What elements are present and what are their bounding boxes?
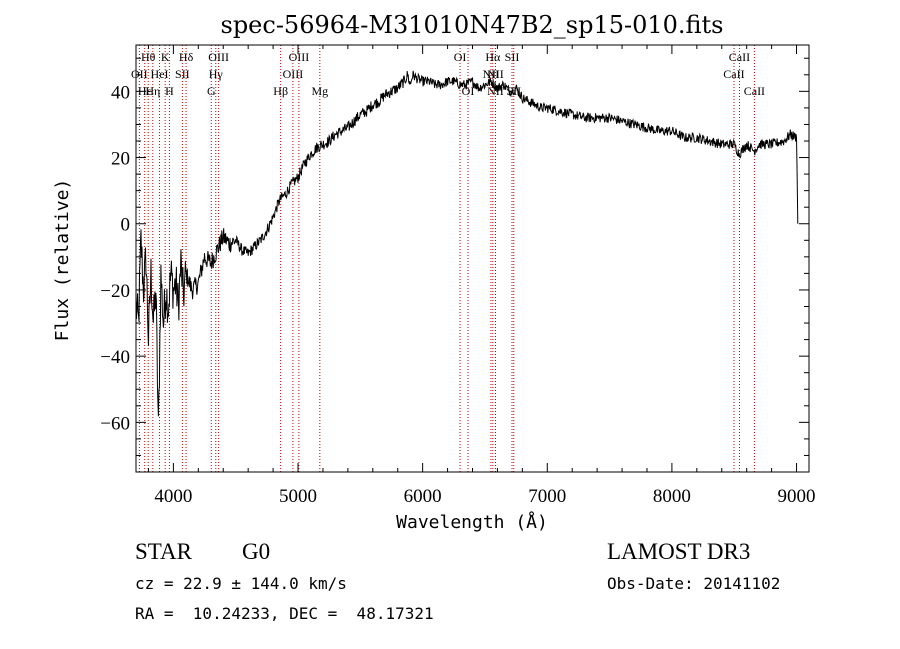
emission-line-labels: Hθ K Hδ OIII OIII OI Hα SII CaII OII HeI SII Hγ OIII N…	[131, 50, 765, 98]
redshift-readout: cz = 22.9 ± 144.0 km/s	[135, 574, 347, 593]
x-tick-label: 9000	[778, 486, 816, 507]
object-class: STAR	[135, 539, 192, 564]
emission-label: CaII	[729, 50, 750, 64]
emission-label: Hγ	[209, 67, 224, 81]
emission-label: Hθ	[141, 50, 156, 64]
emission-label: H	[165, 84, 174, 98]
coordinates: RA = 10.24233, DEC = 48.17321	[135, 604, 434, 623]
emission-label: Hη	[145, 84, 160, 98]
emission-label: SII	[505, 50, 520, 64]
x-tick-label: 4000	[154, 486, 192, 507]
obs-date: Obs-Date: 20141102	[607, 574, 781, 593]
spectral-subclass: G0	[242, 539, 271, 564]
flux-line	[135, 70, 799, 417]
x-tick-label: 7000	[528, 486, 566, 507]
emission-label: K	[161, 50, 170, 64]
emission-label: SII	[506, 84, 521, 98]
x-tick-label: 8000	[653, 486, 691, 507]
emission-label: CaII	[744, 84, 765, 98]
chart-title: spec-56964-M31010N47B2_sp15-010.fits	[221, 11, 724, 39]
y-tick-label: 0	[121, 215, 131, 236]
emission-label: SII	[175, 67, 190, 81]
y-tick-label: −60	[100, 413, 130, 434]
emission-label: NII	[483, 67, 500, 81]
emission-label: Hα	[485, 50, 501, 64]
emission-label: NII	[487, 67, 504, 81]
emission-label: CaII	[723, 67, 744, 81]
plot-frame	[135, 44, 810, 473]
emission-label: HeI	[151, 67, 169, 81]
x-axis: 4000 5000 6000 7000 8000 9000	[147, 45, 816, 507]
y-tick-label: −40	[100, 347, 130, 368]
emission-label: OII	[131, 67, 148, 81]
emission-label: OIII	[208, 50, 229, 64]
emission-label: Mg	[311, 84, 328, 98]
emission-label: NII	[487, 84, 504, 98]
x-axis-label: Wavelength (Å)	[396, 511, 548, 533]
emission-label: OIII	[283, 67, 304, 81]
emission-label: G	[207, 84, 216, 98]
y-tick-label: 20	[111, 149, 130, 170]
emission-line-markers	[138, 45, 755, 472]
emission-label: OI	[462, 84, 475, 98]
emission-label: OI	[454, 50, 467, 64]
x-tick-label: 5000	[279, 486, 317, 507]
x-tick-label: 6000	[404, 486, 442, 507]
y-tick-label: −20	[100, 281, 130, 302]
y-axis-label: Flux (relative)	[52, 179, 73, 342]
flux-series	[135, 70, 799, 417]
emission-label: OIII	[289, 50, 310, 64]
emission-label: Hε	[138, 84, 152, 98]
y-tick-label: 40	[111, 82, 130, 103]
emission-label: Hδ	[179, 50, 194, 64]
emission-label: Hβ	[273, 84, 288, 98]
y-axis: −60 −40 −20 0 20 40	[100, 57, 809, 456]
survey-name: LAMOST DR3	[607, 539, 751, 564]
